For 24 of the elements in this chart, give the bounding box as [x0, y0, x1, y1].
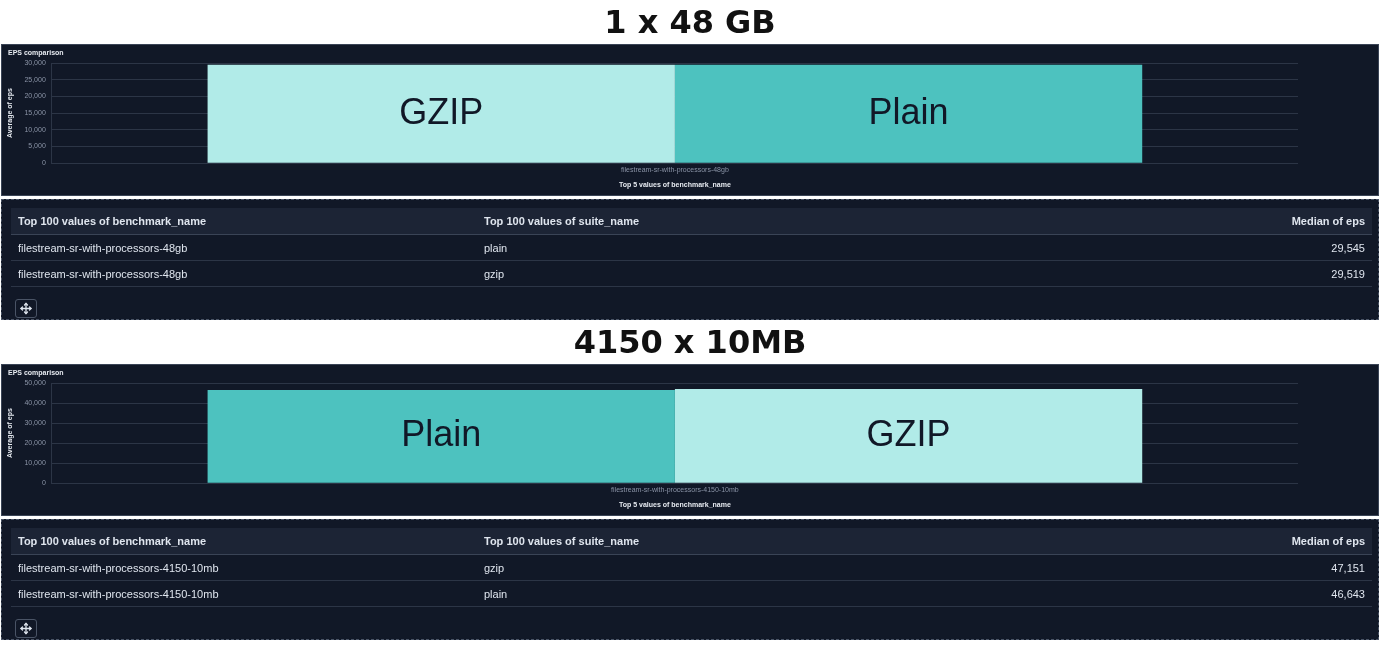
category-label: Top 100 values of suite_name	[477, 208, 1158, 235]
text: plain	[484, 241, 508, 254]
text: filestream-sr-with-processors-4150-10mb	[18, 561, 219, 574]
series-label: Plain	[401, 413, 482, 455]
series-label: GZIP	[866, 412, 951, 454]
category-label: Top 100 values of suite_name	[477, 528, 1158, 555]
text: 29,545	[1331, 241, 1365, 254]
text: 46,643	[1331, 587, 1365, 600]
text: gzip	[484, 561, 505, 574]
text: filestream-sr-with-processors-4150-10mb	[18, 587, 219, 600]
text: filestream-sr-with-processors-48gb	[18, 267, 188, 280]
category-label: Median of eps	[1158, 208, 1372, 235]
text: filestream-sr-with-processors-48gb	[18, 241, 188, 254]
text: plain	[484, 587, 508, 600]
series-label: GZIP	[399, 90, 484, 132]
category-label: Top 100 values of benchmark_name	[11, 208, 477, 235]
text: gzip	[484, 267, 505, 280]
text: 29,519	[1331, 267, 1365, 280]
chart-title: 1 x 48 GB	[603, 2, 777, 43]
category-label: Top 100 values of benchmark_name	[11, 528, 477, 555]
chart-title: 4150 x 10MB	[572, 322, 808, 363]
series-label: Plain	[868, 90, 949, 132]
category-label: Median of eps	[1158, 528, 1372, 555]
text: 47,151	[1331, 561, 1365, 574]
